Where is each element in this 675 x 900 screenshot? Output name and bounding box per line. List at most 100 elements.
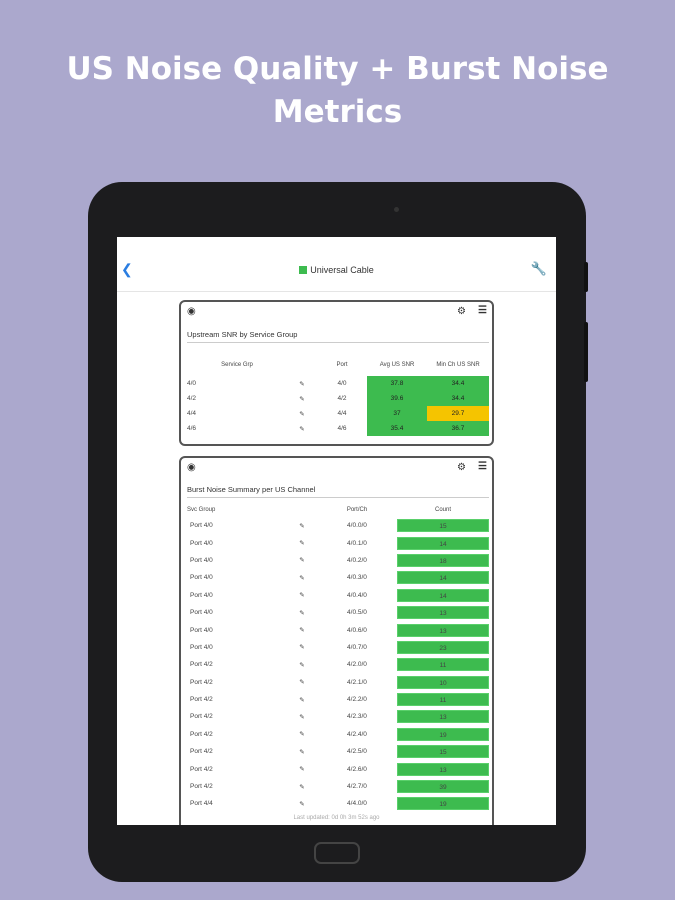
min-snr: 29.7 [427,406,489,421]
svc-group: Port 4/0 [190,522,213,530]
min-snr: 36.7 [427,421,489,436]
edit-icon[interactable]: ✎ [299,696,305,704]
brand-square-icon [299,266,308,274]
edit-icon[interactable]: ✎ [299,766,305,774]
port-channel: 4/0.0/0 [347,522,367,530]
port-channel: 4/2.4/0 [347,730,367,738]
edit-icon[interactable]: ✎ [299,783,305,791]
svc-group: Port 4/0 [190,591,213,599]
table-row[interactable]: Port 4/2 ✎ 4/2.0/0 11 [187,656,489,673]
edit-icon[interactable]: ✎ [299,748,305,756]
table-row[interactable]: Port 4/2 ✎ 4/2.3/0 13 [187,708,489,725]
count-cell: 19 [397,795,489,812]
edit-icon[interactable]: ✎ [299,380,305,388]
port: 4/4 [337,410,347,417]
edit-icon[interactable]: ✎ [299,661,305,669]
table-row[interactable]: Port 4/0 ✎ 4/0.2/0 18 [187,552,489,569]
table-row[interactable]: Port 4/0 ✎ 4/0.6/0 13 [187,621,489,638]
svc-group: Port 4/2 [190,765,213,773]
port: 4/0 [337,380,347,387]
edit-icon[interactable]: ✎ [299,592,305,600]
table-row[interactable]: Port 4/0 ✎ 4/0.4/0 14 [187,587,489,604]
count-value: 19 [397,797,489,811]
port: 4/2 [337,395,347,402]
edit-icon[interactable]: ✎ [299,731,305,739]
table-row[interactable]: 4/2 ✎ 4/2 39.6 34.4 [187,391,489,406]
table-row[interactable]: Port 4/2 ✎ 4/2.2/0 11 [187,691,489,708]
wrench-icon[interactable]: 🔧 [530,261,547,276]
table-row[interactable]: 4/6 ✎ 4/6 35.4 36.7 [187,421,489,436]
snr-table: Service Grp Port Avg US SNR Min Ch US SNR 4… [187,354,489,436]
table-row[interactable]: Port 4/2 ✎ 4/2.4/0 19 [187,726,489,743]
count-value: 14 [397,588,489,602]
count-cell: 13 [397,621,489,638]
edit-icon[interactable]: ✎ [299,395,305,403]
edit-icon[interactable]: ✎ [299,713,305,721]
last-updated: Last updated: 0d 0h 3m 52s ago [293,815,380,821]
col-header: Avg US SNR [379,362,415,368]
edit-icon[interactable]: ✎ [299,644,305,652]
port-channel: 4/2.6/0 [347,765,367,773]
table-row[interactable]: Port 4/0 ✎ 4/0.5/0 13 [187,604,489,621]
chevron-left-icon[interactable]: ❮ [121,261,133,277]
table-row[interactable]: Port 4/0 ✎ 4/0.1/0 14 [187,534,489,551]
table-row[interactable]: Port 4/0 ✎ 4/0.3/0 14 [187,569,489,586]
burst-card: ◉ ⚙ ☰ Burst Noise Summary per US Channel… [179,456,494,825]
svc-group: Port 4/0 [190,626,213,634]
home-button[interactable] [314,842,360,864]
table-row[interactable]: Port 4/2 ✎ 4/2.7/0 39 [187,778,489,795]
count-value: 13 [397,623,489,637]
card-title: Burst Noise Summary per US Channel [187,485,489,498]
side-button[interactable] [584,262,588,292]
edit-icon[interactable]: ✎ [299,679,305,687]
count-cell: 15 [397,517,489,534]
col-header: Port [336,362,348,368]
port: 4/6 [337,425,347,432]
edit-icon[interactable]: ✎ [299,425,305,433]
edit-icon[interactable]: ✎ [299,609,305,617]
count-value: 11 [397,693,489,707]
edit-icon[interactable]: ✎ [299,557,305,565]
snr-card: ◉ ⚙ ☰ Upstream SNR by Service Group Serv… [179,300,494,446]
edit-icon[interactable]: ✎ [299,800,305,808]
count-value: 39 [397,780,489,794]
svc-group: Port 4/2 [190,696,213,704]
table-row[interactable]: Port 4/2 ✎ 4/2.1/0 10 [187,674,489,691]
edit-icon[interactable]: ✎ [299,574,305,582]
table-row[interactable]: Port 4/4 ✎ 4/4.0/0 19 [187,795,489,812]
count-cell: 11 [397,656,489,673]
count-cell: 13 [397,604,489,621]
edit-icon[interactable]: ✎ [299,410,305,418]
gear-icon[interactable]: ⚙ [457,306,466,317]
service-group: 4/4 [187,410,197,417]
col-header: Count [434,506,451,513]
menu-icon[interactable]: ☰ [478,461,487,472]
svc-group: Port 4/0 [190,643,213,651]
svc-group: Port 4/0 [190,539,213,547]
count-value: 13 [397,606,489,620]
table-row[interactable]: 4/0 ✎ 4/0 37.8 34.4 [187,376,489,391]
table-row[interactable]: Port 4/2 ✎ 4/2.5/0 15 [187,743,489,760]
camera [394,207,399,212]
menu-icon[interactable]: ☰ [478,305,487,316]
count-cell: 14 [397,534,489,551]
edit-icon[interactable]: ✎ [299,540,305,548]
table-row[interactable]: 4/4 ✎ 4/4 37 29.7 [187,406,489,421]
service-group: 4/6 [187,425,197,432]
table-row[interactable]: Port 4/2 ✎ 4/2.6/0 13 [187,760,489,777]
edit-icon[interactable]: ✎ [299,627,305,635]
table-row[interactable]: Port 4/0 ✎ 4/0.0/0 15 [187,517,489,534]
side-button[interactable] [584,322,588,382]
table-row[interactable]: Port 4/0 ✎ 4/0.7/0 23 [187,639,489,656]
svc-group: Port 4/2 [190,730,213,738]
gear-icon[interactable]: ⚙ [457,462,466,473]
avg-snr: 35.4 [367,421,427,436]
svc-group: Port 4/2 [190,748,213,756]
count-value: 19 [397,727,489,741]
avg-snr: 39.6 [367,391,427,406]
port-channel: 4/0.3/0 [347,574,367,582]
count-cell: 14 [397,569,489,586]
port-channel: 4/2.3/0 [347,713,367,721]
page-title: Universal Cable [117,265,556,275]
edit-icon[interactable]: ✎ [299,522,305,530]
